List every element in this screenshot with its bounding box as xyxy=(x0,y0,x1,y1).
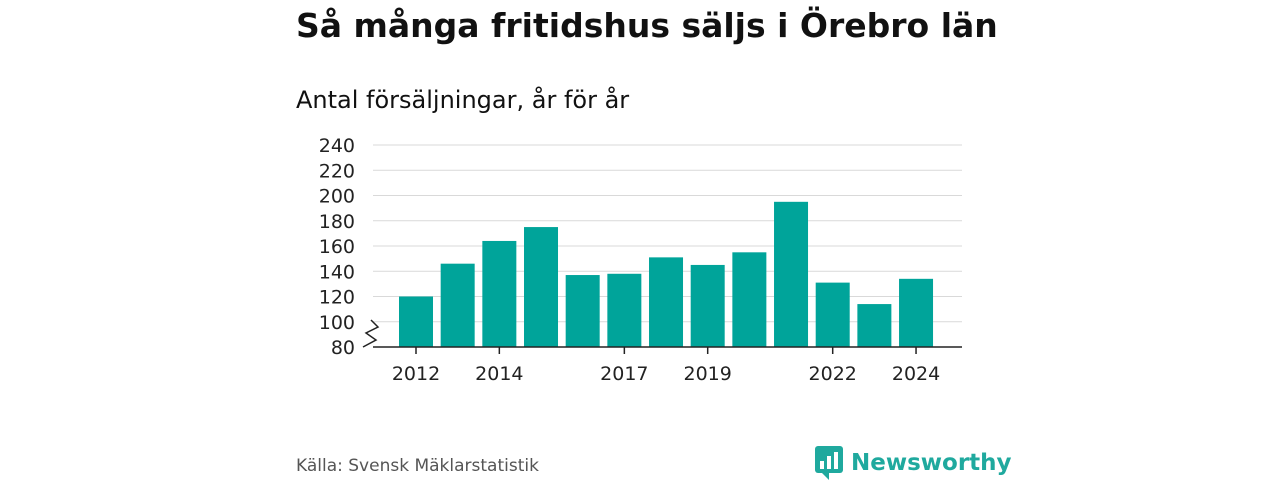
y-tick-label: 240 xyxy=(319,135,355,157)
x-tick-label: 2017 xyxy=(600,363,648,385)
bar xyxy=(732,252,767,347)
bar xyxy=(899,278,934,347)
x-tick-label: 2012 xyxy=(392,363,440,385)
bar xyxy=(399,296,433,347)
newsworthy-logo-icon xyxy=(815,446,843,480)
axes xyxy=(362,319,962,354)
bar xyxy=(857,304,892,347)
source-note: Källa: Svensk Mäklarstatistik xyxy=(296,456,539,476)
bar xyxy=(440,263,475,347)
y-tick-label: 160 xyxy=(319,236,355,258)
chart-subtitle: Antal försäljningar, år för år xyxy=(296,86,630,114)
bar xyxy=(774,201,809,347)
tick-labels: 80 100 120 140 160 180 200 220 240 2012 2014 2017 20… xyxy=(319,135,940,385)
x-tick-label: 2022 xyxy=(809,363,857,385)
bar xyxy=(815,282,850,347)
axis-break-mark xyxy=(362,319,380,348)
chart-title: Så många fritidshus säljs i Örebro län xyxy=(296,6,998,45)
bars xyxy=(399,201,934,347)
y-tick-label: 140 xyxy=(319,261,355,283)
bar xyxy=(482,240,517,347)
bar xyxy=(649,257,684,347)
y-tick-label: 180 xyxy=(319,211,355,233)
bar xyxy=(524,227,559,347)
x-tick-label: 2019 xyxy=(684,363,732,385)
newsworthy-brand: Newsworthy xyxy=(815,446,1012,480)
y-tick-label: 80 xyxy=(331,337,355,359)
y-tick-label: 100 xyxy=(319,312,355,334)
x-tick-label: 2024 xyxy=(892,363,940,385)
x-tick-label: 2014 xyxy=(475,363,523,385)
bar xyxy=(690,264,725,347)
y-tick-label: 200 xyxy=(319,186,355,208)
y-tick-label: 120 xyxy=(319,287,355,309)
bar xyxy=(607,273,642,347)
y-tick-label: 220 xyxy=(319,160,355,182)
bar xyxy=(565,275,600,347)
brand-name: Newsworthy xyxy=(851,450,1012,476)
